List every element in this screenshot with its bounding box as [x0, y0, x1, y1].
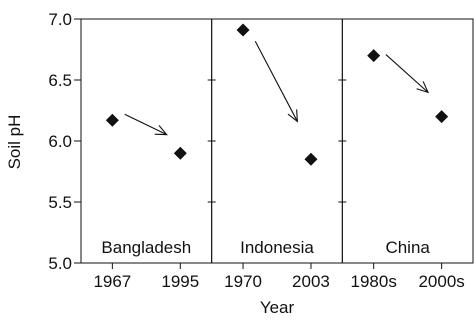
data-point	[435, 110, 449, 124]
data-point	[304, 152, 318, 166]
trend-arrow-shaft	[254, 41, 298, 122]
panel-label: Bangladesh	[101, 238, 191, 257]
panel-frame	[341, 18, 474, 264]
data-point	[367, 49, 381, 63]
data-point	[173, 146, 187, 160]
panels: 1967 1995 Bangladesh 1970 2003 Indonesia 1980s…	[80, 18, 474, 291]
panel-bangladesh: 1967 1995 Bangladesh	[80, 18, 216, 291]
y-tick-label: 6.0	[48, 132, 72, 151]
x-tick-label: 1967	[93, 272, 131, 291]
panel-frame	[211, 18, 343, 264]
panel-frame	[80, 18, 213, 264]
trend-arrow-shaft	[385, 54, 429, 93]
x-tick-label: 1970	[224, 272, 262, 291]
y-tick-label: 7.0	[48, 10, 72, 29]
data-point	[236, 23, 250, 37]
panel-label: China	[385, 238, 430, 257]
panel-indonesia: 1970 2003 Indonesia	[211, 18, 347, 291]
x-tick-label: 2000s	[418, 272, 464, 291]
panel-label: Indonesia	[240, 238, 314, 257]
trend-arrow-head	[416, 81, 430, 94]
x-tick-label: 1995	[161, 272, 199, 291]
trend-arrow-head	[287, 109, 299, 123]
x-tick-label: 1980s	[351, 272, 397, 291]
panel-china: 1980s 2000s China	[341, 18, 474, 291]
y-tick-label: 5.5	[48, 193, 72, 212]
y-axis-title: Soil pH	[5, 115, 24, 170]
x-tick-label: 2003	[292, 272, 330, 291]
y-tick-label: 6.5	[48, 71, 72, 90]
y-axis: 5.0 5.5 6.0 6.5 7.0	[48, 10, 81, 273]
trend-arrow-shaft	[124, 113, 167, 136]
x-axis-title: Year	[260, 298, 295, 317]
trend-arrow-head	[154, 125, 168, 136]
y-tick-label: 5.0	[48, 254, 72, 273]
data-point	[105, 113, 119, 127]
